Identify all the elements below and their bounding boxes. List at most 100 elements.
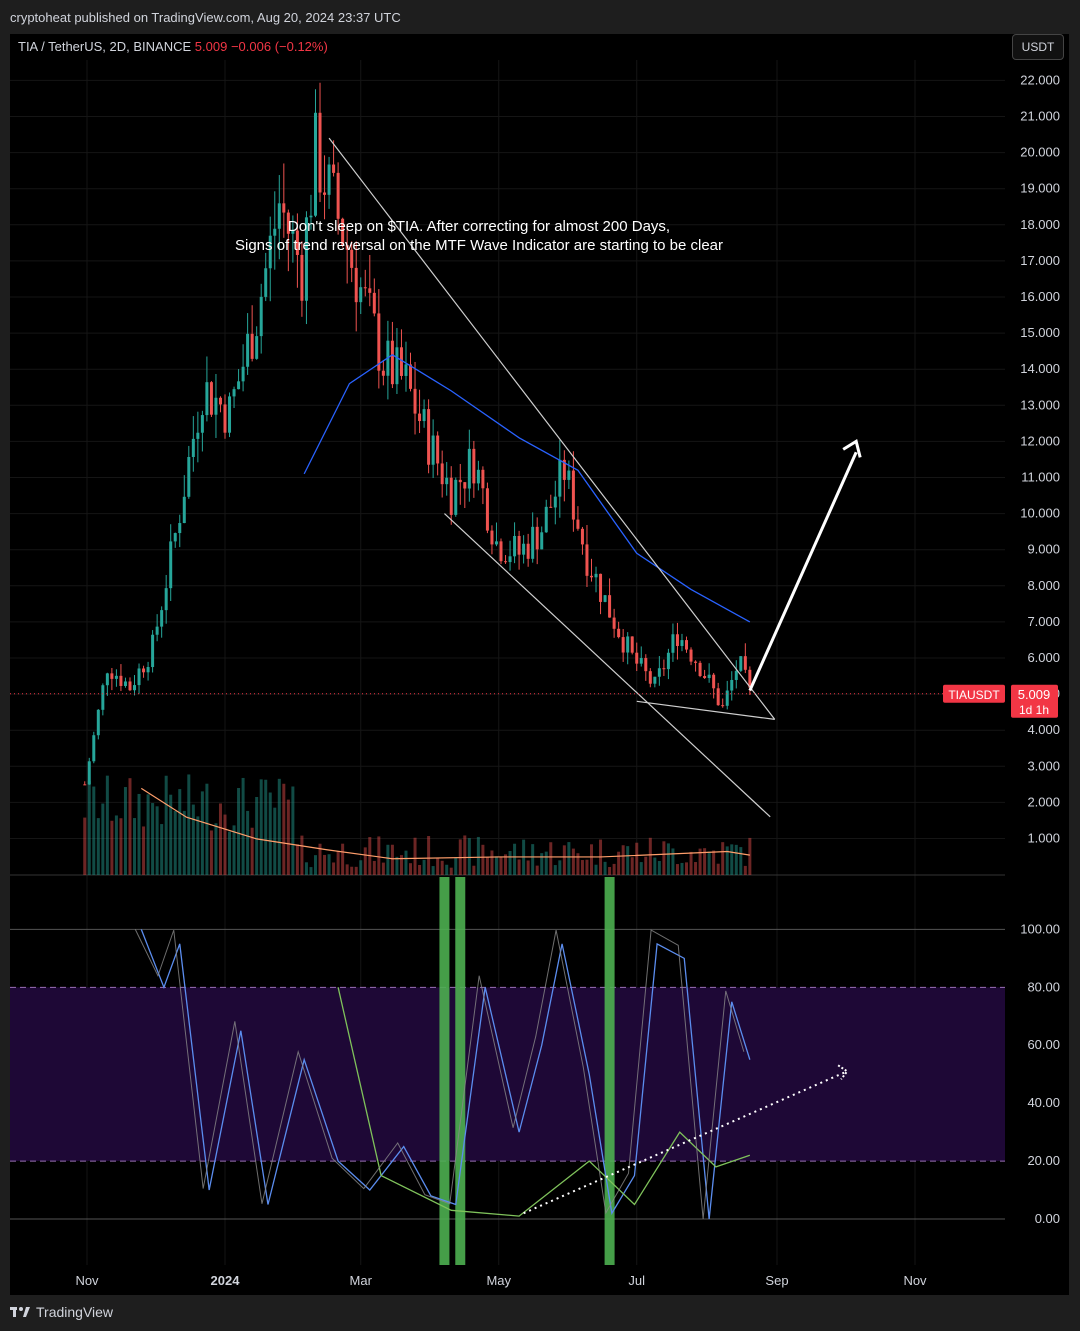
candle-body — [526, 543, 530, 559]
volume-bar — [725, 846, 729, 875]
price-tick-label: 9.000 — [1027, 542, 1060, 557]
candle-body — [743, 656, 747, 670]
candle-body — [639, 658, 643, 664]
candle-body — [599, 573, 603, 602]
oscillator-fast-line — [134, 929, 745, 1220]
volume-bar — [648, 837, 652, 875]
time-tick-label: Nov — [903, 1273, 927, 1288]
candle-body — [300, 254, 304, 301]
candle-body — [237, 381, 241, 390]
candle-body — [666, 652, 670, 670]
time-tick-label: Mar — [350, 1273, 373, 1288]
candle-body — [580, 528, 584, 545]
tradingview-logo[interactable]: TradingView — [10, 1304, 113, 1320]
volume-bar — [540, 853, 544, 875]
volume-bar — [499, 857, 503, 875]
candle-body — [544, 506, 548, 533]
candle-body — [142, 668, 146, 673]
volume-bar — [323, 854, 327, 875]
volume-bar — [123, 787, 127, 875]
volume-bar — [440, 860, 444, 875]
symbol-legend[interactable]: TIA / TetherUS, 2D, BINANCE 5.009 −0.006… — [18, 39, 328, 54]
volume-bar — [309, 867, 313, 875]
candle-body — [187, 457, 191, 497]
candle-body — [209, 382, 213, 415]
candle-body — [390, 340, 394, 385]
candle-body — [685, 640, 689, 650]
volume-bar — [332, 862, 336, 875]
candle-body — [436, 435, 440, 464]
volume-bar — [196, 816, 200, 875]
candle-body — [476, 469, 480, 484]
candle-body — [558, 459, 562, 497]
volume-bar — [445, 864, 449, 875]
candle-body — [200, 415, 204, 433]
candle-body — [671, 634, 675, 653]
volume-group — [83, 774, 752, 875]
volume-bar — [626, 846, 630, 875]
candle-body — [531, 526, 535, 559]
candle-body — [273, 228, 277, 236]
price-tick-label: 19.000 — [1020, 181, 1060, 196]
volume-bar — [119, 818, 123, 875]
volume-bar — [494, 856, 498, 875]
candle-body — [377, 313, 381, 371]
volume-bar — [698, 848, 702, 875]
candle-body — [454, 479, 458, 515]
candle-body — [228, 396, 232, 433]
volume-bar — [350, 866, 354, 875]
candle-body — [232, 389, 236, 397]
price-tick-label: 22.000 — [1020, 72, 1060, 87]
candle-body — [87, 761, 91, 785]
candle-body — [481, 469, 485, 489]
candle-body — [92, 735, 96, 762]
candle-body — [205, 382, 209, 416]
volume-bar — [739, 847, 743, 875]
volume-bar — [386, 844, 390, 875]
volume-bar — [526, 860, 530, 875]
volume-bar — [173, 811, 177, 875]
oscillator-projection-head — [837, 1064, 849, 1080]
candle-body — [657, 668, 661, 677]
volume-bar — [580, 860, 584, 875]
volume-bar — [535, 865, 539, 875]
price-tick-label: 18.000 — [1020, 217, 1060, 232]
volume-bar — [576, 853, 580, 875]
candle-body — [703, 676, 707, 679]
volume-bar — [481, 844, 485, 875]
volume-bar — [169, 794, 173, 875]
volume-bar — [241, 777, 245, 875]
candle-body — [608, 595, 612, 618]
currency-button[interactable]: USDT — [1012, 34, 1064, 60]
volume-bar — [476, 836, 480, 875]
volume-bar — [748, 837, 752, 875]
candle-body — [223, 404, 227, 433]
candle-body — [110, 673, 114, 679]
volume-bar — [250, 827, 254, 875]
candle-body — [114, 675, 118, 679]
volume-bar — [743, 865, 747, 875]
candle-body — [246, 333, 250, 367]
candle-body — [372, 292, 376, 314]
volume-bar — [101, 803, 105, 875]
candle-body — [413, 388, 417, 414]
price-tick-label: 2.000 — [1027, 794, 1060, 809]
candle-body — [494, 541, 498, 545]
volume-bar — [427, 836, 431, 875]
volume-bar — [589, 844, 593, 875]
published-caption: cryptoheat published on TradingView.com,… — [10, 10, 401, 25]
volume-bar — [730, 844, 734, 875]
volume-bar — [142, 826, 146, 875]
price-tick-label: 7.000 — [1027, 614, 1060, 629]
candle-body — [395, 347, 399, 385]
symbol-last-price: 5.009 — [194, 39, 228, 54]
candle-body — [698, 662, 702, 677]
tradingview-brand: TradingView — [36, 1304, 114, 1320]
volume-bar — [209, 830, 213, 875]
candle-body — [368, 288, 372, 293]
candle-body — [128, 681, 132, 691]
candle-body — [313, 112, 317, 216]
oscillator-zone — [10, 987, 1005, 1162]
price-tick-label: 10.000 — [1020, 506, 1060, 521]
